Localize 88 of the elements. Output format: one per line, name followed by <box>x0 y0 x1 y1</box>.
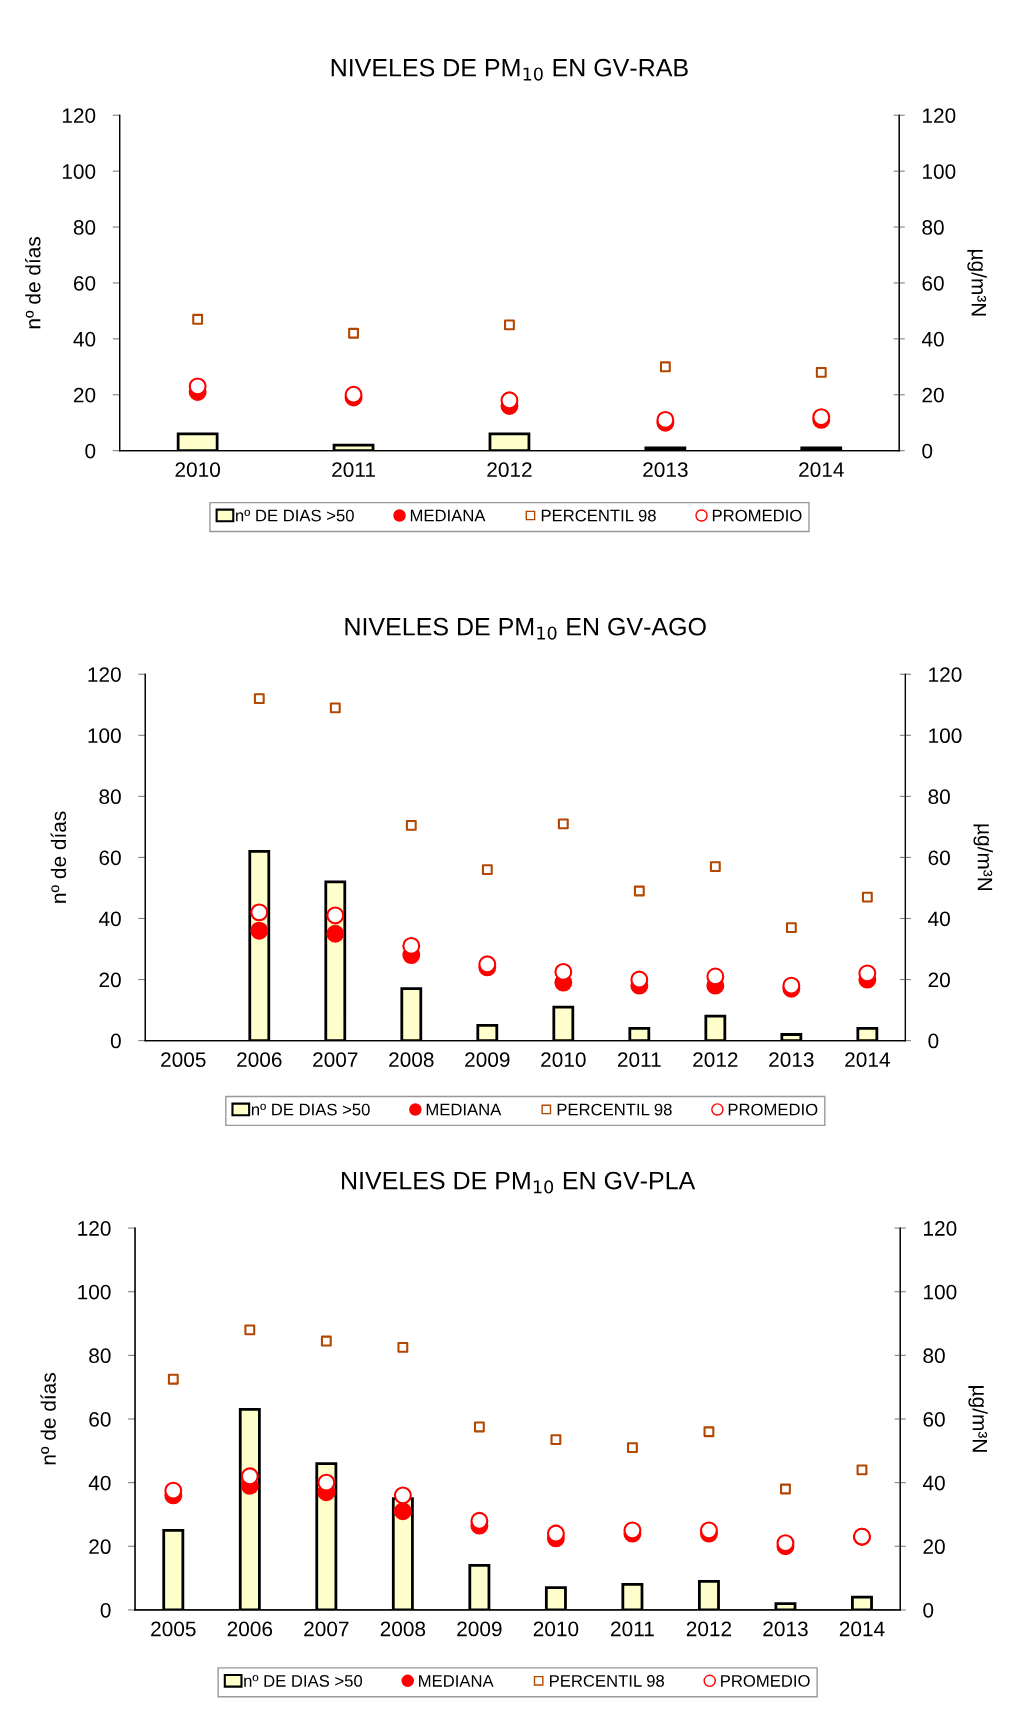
x-tick-label: 2012 <box>693 1052 738 1068</box>
y-tick-label: 60 <box>99 850 121 866</box>
x-tick-label: 2005 <box>161 1052 206 1068</box>
x-tick-label: 2005 <box>151 1621 196 1637</box>
y2-tick-label: 40 <box>922 1475 945 1491</box>
x-tick-label: 2011 <box>617 1052 661 1068</box>
y2-tick-label: 120 <box>923 108 956 123</box>
y2-tick-label: 100 <box>924 1284 957 1300</box>
chart-title: NIVELES DE PM$_{10}$ EN GV-RAB <box>331 58 688 81</box>
legend-label: MEDIANA <box>419 1675 494 1687</box>
y-axis-title: nº de días <box>50 811 67 903</box>
y-tick-label: 40 <box>88 1475 111 1491</box>
y2-tick-label: 60 <box>928 850 950 866</box>
y-tick-label: 0 <box>110 1033 121 1049</box>
x-tick-label: 2007 <box>304 1621 349 1637</box>
y-tick-label: 20 <box>73 387 96 403</box>
y2-axis-title: µg/m³N <box>973 824 993 891</box>
legend-label: PROMEDIO <box>721 1675 810 1687</box>
y-tick-label: 80 <box>73 220 96 235</box>
y2-tick-label: 60 <box>923 1412 945 1427</box>
x-tick-label: 2008 <box>389 1052 434 1068</box>
x-tick-label: 2009 <box>457 1621 502 1637</box>
y2-tick-label: 120 <box>929 667 962 682</box>
x-tick-label: 2007 <box>313 1052 358 1068</box>
x-tick-label: 2010 <box>541 1052 586 1068</box>
x-tick-label: 2013 <box>769 1052 814 1068</box>
legend-label: nº DE DIAS >50 <box>244 1674 363 1687</box>
y-tick-label: 80 <box>89 1348 111 1364</box>
x-tick-label: 2008 <box>380 1621 426 1637</box>
y-tick-label: 60 <box>73 275 96 291</box>
y-tick-label: 40 <box>73 331 96 347</box>
y2-tick-label: 80 <box>928 789 950 805</box>
y-axis-title: nº de días <box>24 237 41 329</box>
legend-label: PERCENTIL 98 <box>550 1675 664 1687</box>
y2-tick-label: 20 <box>922 387 944 403</box>
y2-tick-label: 120 <box>924 1221 957 1236</box>
y2-axis-title: µg/m³N <box>967 250 987 316</box>
y-tick-label: 120 <box>78 1221 111 1236</box>
legend-label: MEDIANA <box>426 1103 502 1116</box>
y2-tick-label: 0 <box>923 1602 934 1618</box>
y2-tick-label: 40 <box>928 911 950 927</box>
y2-tick-label: 100 <box>923 164 956 179</box>
x-tick-label: 2006 <box>227 1621 273 1637</box>
y-tick-label: 100 <box>62 164 96 179</box>
legend-label: PERCENTIL 98 <box>541 509 656 522</box>
x-tick-label: 2012 <box>686 1621 732 1637</box>
x-tick-label: 2011 <box>611 1621 654 1637</box>
y2-tick-label: 0 <box>922 443 933 459</box>
x-tick-label: 2010 <box>175 462 220 478</box>
y-tick-label: 100 <box>88 728 121 744</box>
x-tick-label: 2009 <box>465 1052 510 1068</box>
x-tick-label: 2013 <box>643 462 688 478</box>
y2-tick-label: 80 <box>923 1348 945 1364</box>
y-tick-label: 120 <box>62 108 96 123</box>
x-tick-label: 2010 <box>533 1621 579 1637</box>
x-tick-label: 2011 <box>332 462 375 478</box>
y2-tick-label: 40 <box>921 331 944 347</box>
y2-tick-label: 20 <box>923 1539 945 1555</box>
y2-tick-label: 80 <box>922 220 944 235</box>
y-tick-label: 40 <box>98 911 121 927</box>
legend-label: PROMEDIO <box>712 509 802 522</box>
legend-label: nº DE DIAS >50 <box>236 509 354 522</box>
y2-tick-label: 60 <box>922 275 944 291</box>
x-tick-label: 2006 <box>237 1052 282 1068</box>
y2-axis-title: µg/m³N <box>968 1386 988 1452</box>
y-tick-label: 0 <box>85 443 96 459</box>
legend-label: PROMEDIO <box>728 1103 818 1116</box>
x-tick-label: 2012 <box>487 462 532 478</box>
x-tick-label: 2013 <box>763 1621 808 1637</box>
y-tick-label: 0 <box>100 1602 111 1618</box>
y-tick-label: 120 <box>88 667 121 682</box>
chart-title: NIVELES DE PM$_{10}$ EN GV-PLA <box>342 1171 696 1194</box>
y-tick-label: 60 <box>89 1412 111 1427</box>
y-tick-label: 80 <box>99 789 121 805</box>
y2-tick-label: 100 <box>929 728 962 744</box>
legend-label: nº DE DIAS >50 <box>251 1103 370 1116</box>
x-tick-label: 2014 <box>799 462 844 478</box>
y-tick-label: 20 <box>99 972 121 988</box>
legend-label: PERCENTIL 98 <box>557 1103 672 1116</box>
chart-title: NIVELES DE PM$_{10}$ EN GV-AGO <box>345 617 706 640</box>
y-axis-title: nº de días <box>40 1373 56 1465</box>
y-tick-label: 100 <box>78 1284 111 1300</box>
y2-tick-label: 0 <box>928 1033 939 1049</box>
y-tick-label: 20 <box>89 1539 111 1555</box>
legend-label: MEDIANA <box>410 509 486 522</box>
x-tick-label: 2014 <box>839 1621 885 1637</box>
x-tick-label: 2014 <box>845 1052 890 1068</box>
y2-tick-label: 20 <box>928 972 950 988</box>
